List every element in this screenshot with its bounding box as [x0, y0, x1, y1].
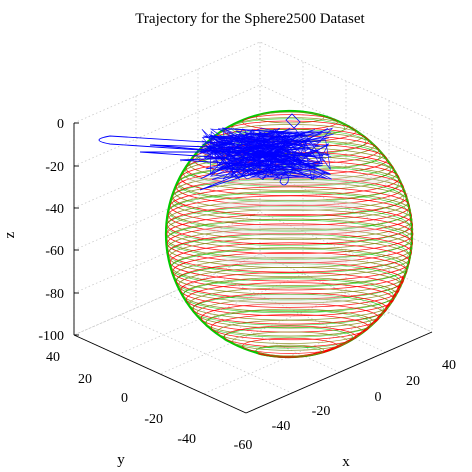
- sphere-band: [220, 254, 358, 266]
- sphere-ring: [196, 297, 384, 329]
- sphere-band: [200, 224, 378, 236]
- axes: [73, 122, 433, 414]
- z-tick-label: -100: [38, 329, 64, 344]
- z-tick-label: -20: [45, 160, 64, 175]
- sphere-ring: [168, 191, 412, 231]
- sphere-ring-estimate: [191, 293, 385, 326]
- y-axis-line: [73, 334, 247, 414]
- sphere-ring: [180, 272, 400, 308]
- sphere-ring-estimate: [254, 345, 322, 358]
- z-tick-label: 0: [57, 117, 64, 132]
- y-tick-label: 0: [121, 391, 128, 406]
- sphere-ring: [217, 319, 363, 344]
- sphere-ring: [172, 252, 408, 291]
- sphere-ring: [255, 344, 325, 357]
- sphere-ring: [211, 314, 369, 341]
- sphere-trajectory: [164, 109, 414, 359]
- z-tick-label: -40: [45, 202, 64, 217]
- x-tick-label: -60: [234, 438, 253, 453]
- y-tick-label: -20: [144, 412, 163, 427]
- sphere-ring-estimate: [166, 205, 410, 246]
- y-tick-label: -40: [177, 432, 196, 447]
- sphere-ring: [166, 223, 414, 264]
- sphere-ring: [192, 292, 388, 325]
- sphere-ring: [171, 247, 409, 286]
- x-tick-label: -20: [312, 404, 331, 419]
- chart-title: Trajectory for the Sphere2500 Dataset: [135, 11, 365, 27]
- odometry-streak: [179, 154, 311, 169]
- y-axis-label: y: [117, 452, 125, 468]
- sphere-ring-estimate: [175, 263, 401, 301]
- sphere-ring: [166, 213, 414, 255]
- sphere-ring-estimate: [168, 192, 408, 232]
- sphere-ring: [224, 325, 356, 348]
- sphere-ring: [176, 262, 404, 300]
- odometry-loop: [279, 174, 289, 186]
- x-tick-label: -40: [272, 419, 291, 434]
- sphere-ring: [232, 331, 348, 351]
- sphere-ring-estimate: [166, 219, 410, 260]
- sphere-ring-estimate: [222, 326, 354, 349]
- grid: [73, 41, 433, 414]
- odometry-streak: [98, 135, 301, 157]
- sphere-ring: [169, 242, 411, 282]
- odometry-loop: [285, 113, 301, 129]
- sphere-ring: [172, 177, 408, 216]
- sphere-band: [215, 199, 363, 211]
- odometry-streak: [139, 151, 290, 163]
- sphere-ring-estimate: [167, 234, 409, 274]
- z-axis-label: z: [2, 231, 18, 238]
- sphere-ring: [167, 200, 413, 240]
- sphere-ring: [166, 218, 414, 259]
- sphere-ring: [183, 277, 397, 312]
- sphere-ring: [178, 267, 402, 304]
- sphere-ring: [174, 173, 406, 211]
- sphere-ring: [169, 186, 411, 226]
- sphere-ring-estimate: [182, 278, 394, 314]
- sphere-ring: [185, 282, 395, 317]
- x-tick-label: 40: [442, 358, 456, 373]
- sphere-ring: [168, 195, 412, 236]
- odometry-streak: [199, 159, 296, 191]
- odometry-trajectory: [98, 113, 334, 191]
- sphere-ring: [205, 308, 375, 337]
- sphere-ring: [168, 237, 412, 277]
- sphere-band: [229, 294, 349, 306]
- z-tick-label: -80: [45, 287, 64, 302]
- x-axis-line: [245, 331, 433, 414]
- x-tick-label: 0: [375, 390, 382, 405]
- x-axis-label: x: [342, 454, 350, 470]
- z-tick-label: -60: [45, 244, 64, 259]
- y-tick-label: 40: [46, 350, 60, 365]
- sphere-ring: [242, 337, 338, 354]
- y-tick-label: 20: [78, 372, 92, 387]
- sphere-ring-estimate: [204, 310, 372, 338]
- sphere-ring: [166, 204, 414, 245]
- odometry-streak: [149, 144, 306, 159]
- sphere-ring: [255, 111, 325, 124]
- x-tick-label: 20: [406, 374, 420, 389]
